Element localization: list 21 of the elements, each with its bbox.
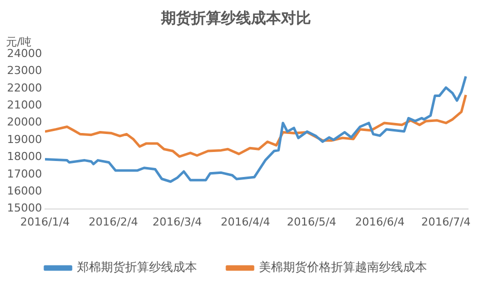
y-axis-title: 元/吨 <box>6 35 32 48</box>
x-tick-label: 2016/3/4 <box>152 215 202 228</box>
x-tick-label: 2016/4/4 <box>220 215 270 228</box>
y-tick-label: 21000 <box>6 98 42 112</box>
x-tick-label: 2016/1/4 <box>20 215 70 228</box>
y-tick-label: 15000 <box>6 202 42 215</box>
chart-title: 期货折算纱线成本对比 <box>160 8 311 27</box>
legend-label: 美棉期货价格折算越南纱线成本 <box>259 260 427 274</box>
x-tick-label: 2016/7/4 <box>421 215 471 228</box>
y-tick-label: 19000 <box>6 132 42 146</box>
y-tick-label: 20000 <box>6 116 42 129</box>
x-tick-label: 2016/6/4 <box>355 215 405 228</box>
legend-label: 郑棉期货折算纱线成本 <box>77 260 197 274</box>
y-tick-label: 18000 <box>6 150 42 164</box>
y-tick-label: 23000 <box>6 64 42 78</box>
y-tick-label: 24000 <box>6 46 42 60</box>
x-tick-label: 2016/2/4 <box>88 215 138 228</box>
y-tick-label: 22000 <box>6 81 42 94</box>
x-tick-label: 2016/5/4 <box>286 215 336 228</box>
y-tick-label: 16000 <box>6 184 42 198</box>
y-tick-label: 17000 <box>6 167 42 180</box>
